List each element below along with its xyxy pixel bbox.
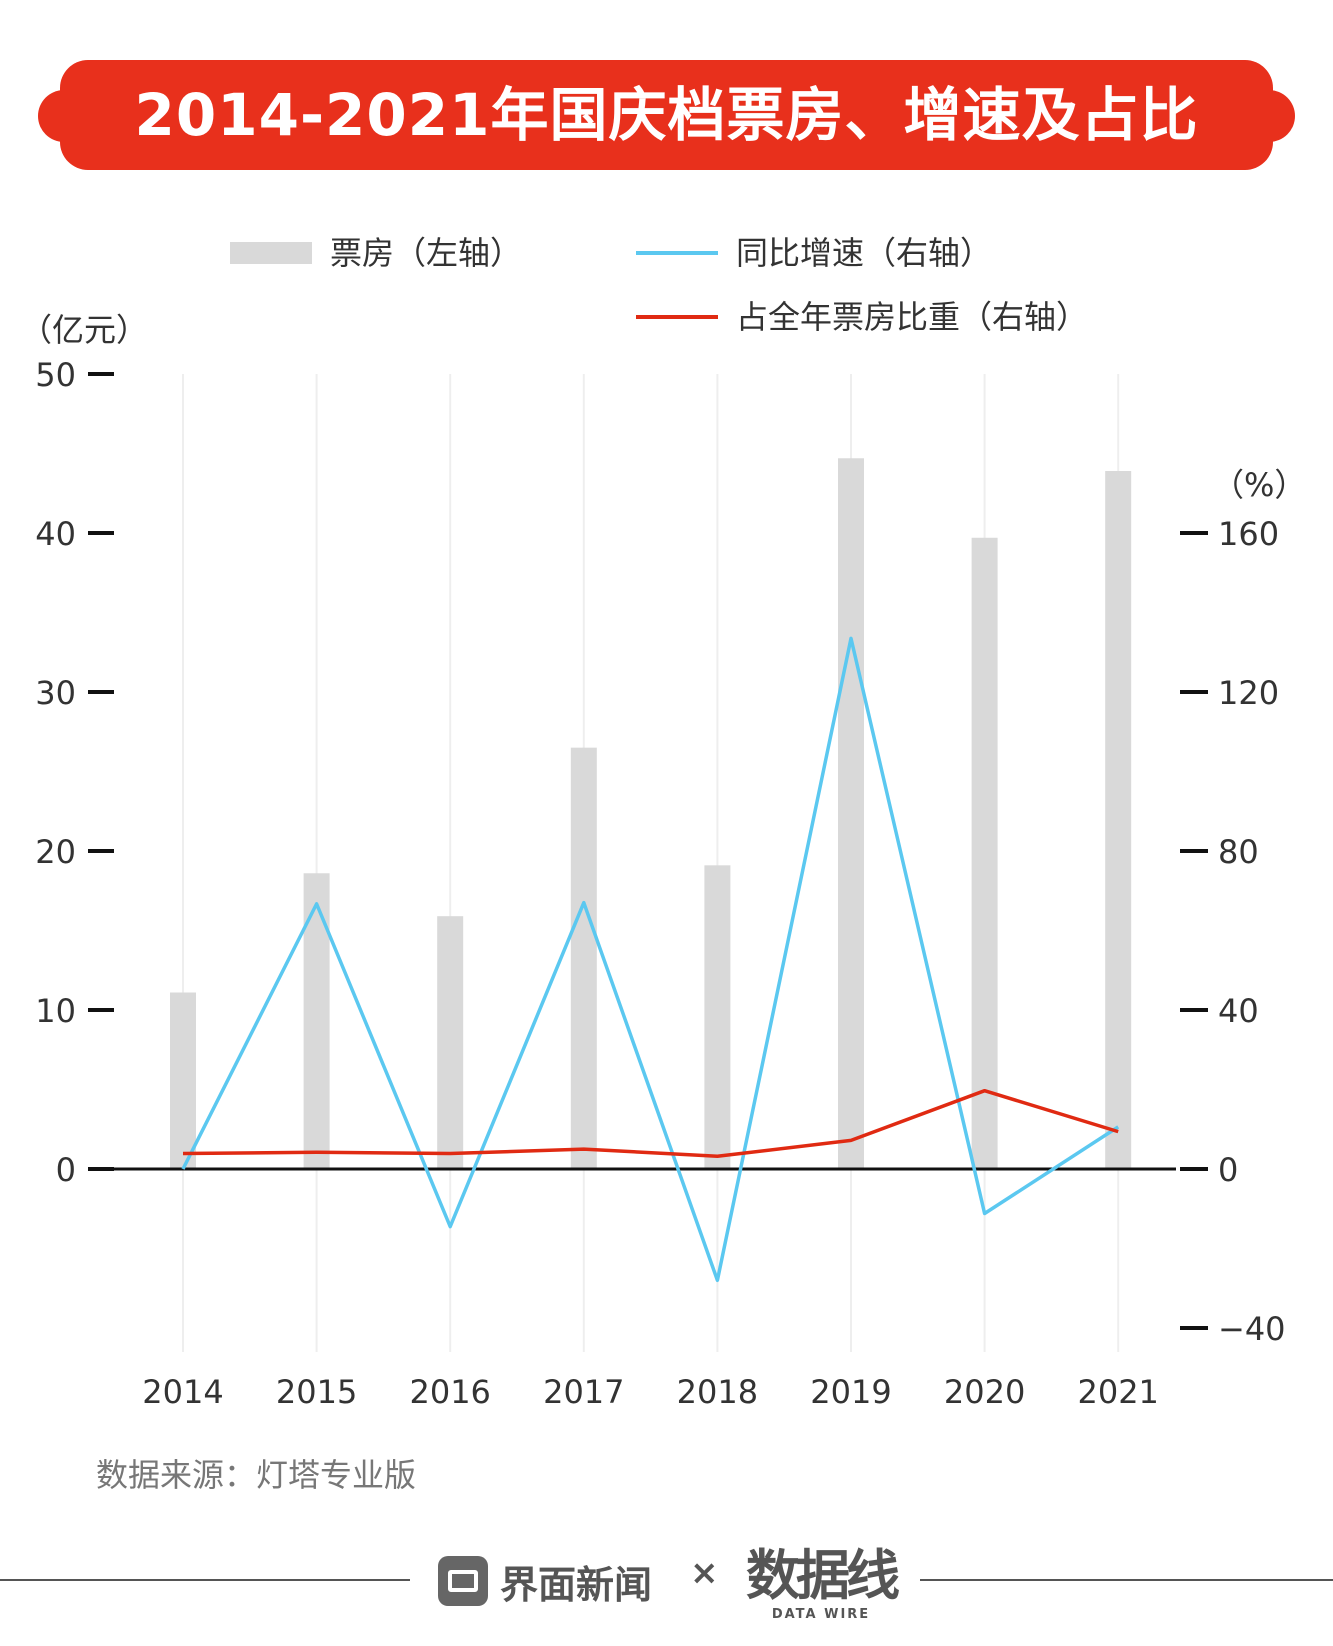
x-tick-label-2019: 2019 xyxy=(810,1373,891,1411)
bar-2017 xyxy=(570,747,597,1169)
left-tick-label-40: 40 xyxy=(35,515,76,553)
right-tick-label-80: 80 xyxy=(1218,833,1259,871)
legend: 票房（左轴） 同比增速（右轴） 占全年票房比重（右轴） xyxy=(230,234,1088,336)
bar-2019 xyxy=(838,458,864,1169)
right-tick-label-0: 0 xyxy=(1218,1151,1238,1189)
footer-brand-datawire-name: 数据线 xyxy=(746,1543,900,1607)
right-tick-label-120: 120 xyxy=(1218,674,1279,712)
footer: 界面新闻 × 数据线 DATA WIRE xyxy=(0,1525,1333,1635)
left-axis-unit: （亿元） xyxy=(20,311,148,349)
legend-swatch-bar xyxy=(230,242,312,264)
footer-rule-right xyxy=(920,1579,1333,1581)
footer-brand-jiemian-name: 界面新闻 xyxy=(500,1562,653,1607)
legend-label-growth: 同比增速（右轴） xyxy=(736,234,992,272)
footer-brand-datawire: 数据线 DATA WIRE xyxy=(746,1525,900,1635)
footer-brand-jiemian: 界面新闻 xyxy=(438,1543,652,1619)
left-tick-label-10: 10 xyxy=(35,992,76,1030)
x-axis: 2014 2015 2016 2017 2018 2019 2020 2021 xyxy=(142,1373,1159,1411)
footer-times-sign: × xyxy=(690,1553,719,1593)
bar-2016 xyxy=(437,916,464,1169)
left-tick-label-50: 50 xyxy=(35,356,76,394)
footer-rule-left xyxy=(0,1579,410,1581)
x-tick-label-2015: 2015 xyxy=(276,1373,357,1411)
left-axis: 0 10 20 30 40 50 xyxy=(35,356,114,1189)
x-tick-label-2016: 2016 xyxy=(409,1373,490,1411)
bar-2014 xyxy=(170,992,196,1169)
x-tick-label-2014: 2014 xyxy=(142,1373,223,1411)
x-tick-label-2018: 2018 xyxy=(677,1373,758,1411)
bar-series-box-office xyxy=(170,458,1132,1169)
bar-2018 xyxy=(704,865,731,1169)
left-tick-label-30: 30 xyxy=(35,674,76,712)
footer-brand-datawire-sub: DATA WIRE xyxy=(771,1607,871,1622)
bar-2020 xyxy=(971,537,998,1169)
bar-2021 xyxy=(1105,470,1132,1169)
title-banner xyxy=(38,60,1295,170)
line-series-yoy-growth xyxy=(181,636,1120,1283)
line-series-annual-share xyxy=(182,1088,1119,1159)
left-tick-label-0: 0 xyxy=(56,1151,76,1189)
right-axis: −40 0 40 80 120 160 xyxy=(1180,515,1286,1348)
chart-title: 2014-2021年国庆档票房、增速及占比 xyxy=(134,81,1199,149)
right-tick-label-40: 40 xyxy=(1218,992,1259,1030)
right-tick-label-160: 160 xyxy=(1218,515,1279,553)
legend-label-box-office: 票房（左轴） xyxy=(330,234,522,272)
data-source: 数据来源：灯塔专业版 xyxy=(96,1456,417,1494)
x-tick-label-2021: 2021 xyxy=(1077,1373,1158,1411)
left-tick-label-20: 20 xyxy=(35,833,76,871)
right-tick-label--40: −40 xyxy=(1218,1310,1286,1348)
x-tick-label-2017: 2017 xyxy=(543,1373,624,1411)
x-tick-label-2020: 2020 xyxy=(944,1373,1025,1411)
bar-2015 xyxy=(303,873,330,1169)
right-axis-unit: （%） xyxy=(1212,466,1306,504)
legend-label-share: 占全年票房比重（右轴） xyxy=(736,298,1088,336)
jiemian-logo-icon xyxy=(438,1556,488,1606)
